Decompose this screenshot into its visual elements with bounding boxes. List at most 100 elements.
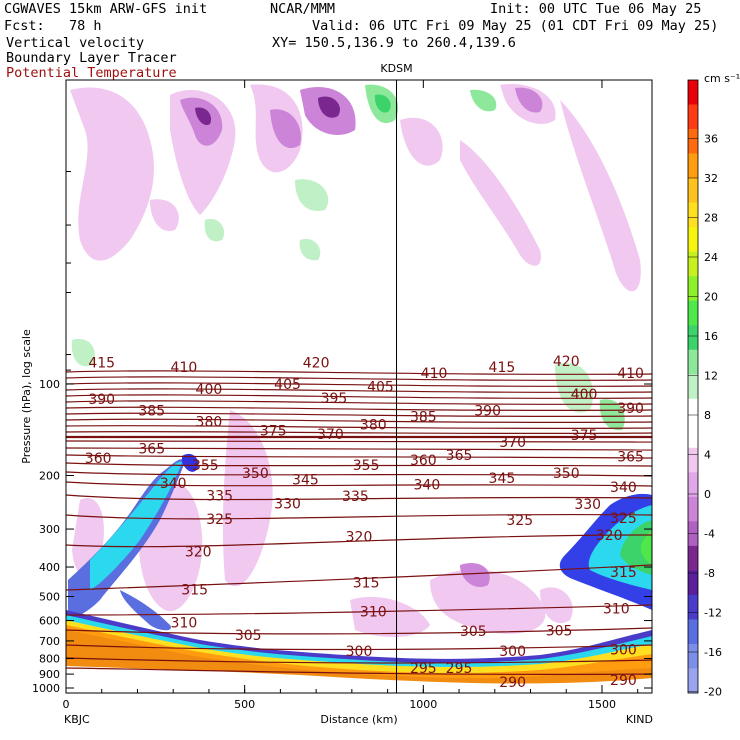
- theta-contour-label: 300: [610, 643, 637, 659]
- colorbar-swatch: [688, 521, 698, 547]
- theta-contour-label: 350: [553, 466, 580, 482]
- theta-contour-label: 400: [196, 382, 223, 398]
- colorbar-swatch: [688, 668, 698, 694]
- colorbar-swatch: [688, 104, 698, 130]
- colorbar-level-label: 28: [704, 212, 718, 225]
- theta-contour-label: 415: [489, 360, 516, 376]
- colorbar-swatch: [688, 276, 698, 301]
- colorbar-level-label: -16: [704, 646, 722, 659]
- theta-contour-label: 340: [414, 477, 441, 493]
- x-axis-label: Distance (km): [320, 713, 397, 726]
- theta-contour-label: 380: [196, 415, 223, 431]
- field-potential-temperature: Potential Temperature: [6, 65, 177, 81]
- axes: KDSM 0 500 1000 1500 Distance (km) KBJC KIND 100…: [20, 62, 653, 726]
- colorbar-level-label: -4: [704, 528, 715, 541]
- colorbar-swatch: [688, 643, 698, 669]
- theta-contour-label: 420: [303, 356, 330, 372]
- colorbar-swatch: [688, 619, 698, 645]
- theta-contour-label: 355: [192, 458, 219, 474]
- right-station-label: KIND: [626, 713, 653, 726]
- theta-contour-label: 295: [446, 661, 473, 677]
- theta-contour-label: 315: [353, 576, 380, 592]
- colorbar-frame: [687, 79, 699, 694]
- colorbar-swatch: [688, 496, 698, 522]
- theta-contour-label: 335: [206, 489, 233, 505]
- colorbar-level-label: 24: [704, 251, 718, 264]
- theta-contour-label: 360: [85, 451, 112, 467]
- valid-time: Valid: 06 UTC Fri 09 May 25 (01 CDT Fri …: [312, 18, 719, 34]
- forecast-hour: Fcst: 78 h: [4, 18, 102, 34]
- theta-contour-label: 320: [185, 544, 212, 560]
- theta-contour-label: 410: [171, 360, 198, 376]
- model-title: CGWAVES 15km ARW-GFS init: [4, 1, 208, 17]
- theta-contour-label: 365: [617, 449, 644, 465]
- theta-contour-label: 370: [317, 427, 344, 443]
- theta-contour-label: 325: [506, 513, 533, 529]
- colorbar-swatch: [688, 545, 698, 571]
- theta-contour-label: 350: [242, 466, 269, 482]
- mid-station-label: KDSM: [380, 62, 412, 75]
- theta-contour-label: 290: [610, 673, 637, 689]
- x-tick-label: 0: [63, 698, 70, 711]
- plot-frame: [65, 79, 653, 694]
- theta-contour-label: 340: [160, 476, 187, 492]
- theta-contour-label: 330: [274, 496, 301, 512]
- theta-contour-label: 375: [260, 423, 287, 439]
- theta-contour-label: 295: [410, 661, 437, 677]
- theta-contour-label: 385: [138, 403, 165, 419]
- colorbar-swatch: [688, 398, 698, 424]
- theta-contour-label: 310: [360, 604, 387, 620]
- theta-contour-label: 325: [610, 511, 637, 527]
- x-tick-label: 500: [234, 698, 255, 711]
- y-tick-label: 900: [39, 668, 60, 681]
- y-tick-label: 1000: [32, 682, 60, 695]
- y-tick-label: 800: [39, 653, 60, 666]
- theta-contour-label: 405: [367, 380, 394, 396]
- theta-contour-label: 345: [489, 471, 516, 487]
- theta-contour-label: 370: [499, 435, 526, 451]
- colorbar-swatch: [688, 153, 698, 179]
- y-tick-label: 200: [39, 470, 60, 483]
- theta-contour-label: 420: [553, 354, 580, 370]
- terrain-mask: [66, 666, 652, 693]
- colorbar-swatch: [688, 300, 698, 326]
- theta-contour-label: 410: [617, 366, 644, 382]
- x-tick-label: 1500: [588, 698, 616, 711]
- theta-contour-label: 320: [346, 530, 373, 546]
- colorbar-level-label: 20: [704, 291, 718, 304]
- colorbar-level-label: 0: [704, 488, 711, 501]
- colorbar-swatch: [688, 423, 698, 449]
- theta-contour-label: 300: [499, 644, 526, 660]
- y-tick-label: 700: [39, 635, 60, 648]
- theta-contour-label: 380: [360, 418, 387, 434]
- theta-contour-label: 310: [171, 616, 198, 632]
- theta-contour-label: 305: [235, 628, 262, 644]
- vertical-velocity-shading: [70, 84, 641, 637]
- theta-contour-label: 395: [321, 391, 348, 407]
- colorbar-swatch: [688, 251, 698, 277]
- y-tick-label: 100: [39, 378, 60, 391]
- theta-labels: 415 410 420 410 415 420 410 390 400 405 395 405 385 3…: [85, 354, 644, 691]
- y-tick-label: 500: [39, 590, 60, 603]
- theta-contour-label: 290: [499, 675, 526, 691]
- theta-contour-label: 315: [610, 565, 637, 581]
- colorbar-swatch: [688, 227, 698, 252]
- theta-contour-label: 390: [474, 403, 501, 419]
- potential-temperature-contours: [66, 370, 652, 675]
- colorbar-swatch: [688, 129, 698, 154]
- theta-contour-label: 355: [353, 458, 380, 474]
- theta-contour-label: 300: [346, 644, 373, 660]
- colorbar-level-label: -20: [704, 686, 722, 699]
- theta-contour-label: 375: [571, 428, 598, 444]
- colorbar-swatch: [688, 202, 698, 228]
- theta-contour-label: 335: [342, 489, 369, 505]
- field-vertical-velocity: Vertical velocity: [6, 35, 145, 51]
- y-tick-label: 400: [39, 561, 60, 574]
- colorbar-swatch: [688, 594, 698, 620]
- theta-contour-label: 340: [610, 480, 637, 496]
- theta-contour-label: 385: [410, 410, 437, 426]
- theta-contour-label: 305: [546, 624, 573, 640]
- theta-contour-label: 415: [88, 356, 115, 372]
- theta-contour-label: 310: [603, 602, 630, 618]
